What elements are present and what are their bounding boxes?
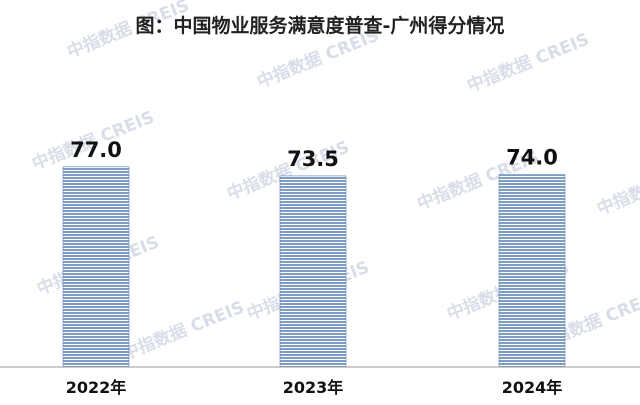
bar-2024年	[498, 174, 566, 368]
chart-title: 图：中国物业服务满意度普查-广州得分情况	[136, 14, 505, 37]
x-tick-label: 2024年	[502, 378, 563, 397]
x-tick-label: 2022年	[66, 378, 127, 397]
watermark: 中指数据 CREIS	[119, 297, 247, 365]
bar-2022年	[62, 166, 130, 368]
data-label: 73.5	[287, 147, 339, 171]
data-label: 77.0	[70, 138, 122, 162]
bar-2023年	[279, 175, 347, 368]
watermark: 中指数据 CREIS	[594, 152, 640, 220]
watermark: 中指数据 CREIS	[464, 29, 592, 97]
x-tick-label: 2023年	[283, 378, 344, 397]
bars-group: 77.0 73.5 74.0	[62, 138, 566, 368]
x-tick-labels: 2022年 2023年 2024年	[66, 378, 563, 397]
data-label: 74.0	[506, 146, 558, 170]
